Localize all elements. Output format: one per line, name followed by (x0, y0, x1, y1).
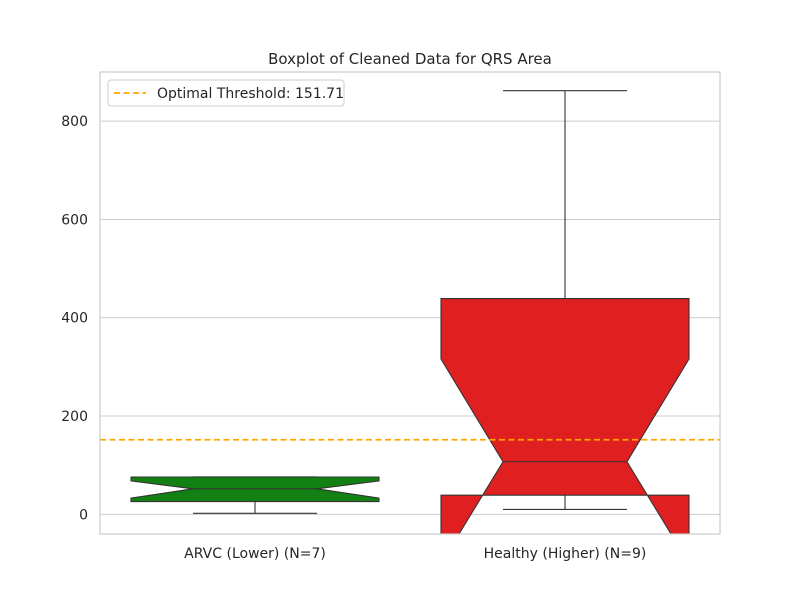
box-group-1 (440, 90, 690, 534)
legend-threshold-label: Optimal Threshold: 151.71 (157, 86, 344, 102)
legend: Optimal Threshold: 151.71 (107, 79, 345, 107)
x-tick-labels: ARVC (Lower) (N=7) Healthy (Higher) (N=9) (184, 546, 646, 562)
x-tick-label-0: ARVC (Lower) (N=7) (184, 546, 326, 562)
boxes (130, 90, 690, 534)
chart-title: Boxplot of Cleaned Data for QRS Area (268, 50, 552, 68)
legend-frame (107, 79, 345, 107)
plot-frame (99, 71, 721, 535)
x-tick-label-1: Healthy (Higher) (N=9) (484, 546, 647, 562)
y-tick-labels: 0 200 400 600 800 (61, 114, 88, 523)
y-tick-label-400: 400 (61, 311, 88, 327)
box-group-0 (130, 476, 380, 514)
y-tick-label-0: 0 (79, 507, 88, 523)
y-tick-label-800: 800 (61, 114, 88, 130)
y-tick-label-200: 200 (61, 409, 88, 425)
box-body (440, 298, 690, 534)
y-tick-label-600: 600 (61, 212, 88, 228)
